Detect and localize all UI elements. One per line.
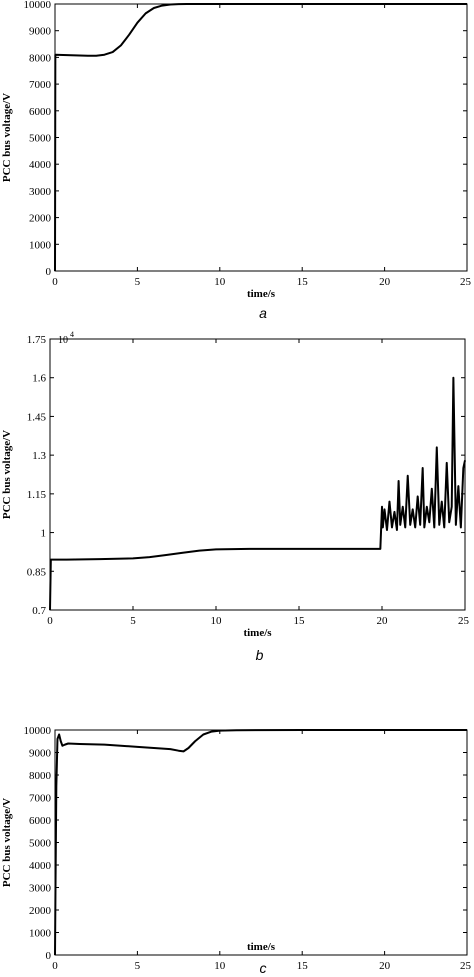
x-tick-label: 0 — [47, 615, 53, 627]
x-tick-label: 5 — [130, 615, 136, 627]
y-tick-label: 1.75 — [27, 334, 47, 346]
y-tick-label: 1 — [41, 528, 47, 540]
y-multiplier: 10 — [58, 335, 68, 346]
y-tick-label: 10000 — [24, 725, 52, 737]
x-tick-label: 25 — [460, 960, 472, 972]
series-line-0 — [54, 729, 467, 956]
figure-caption: b — [256, 647, 264, 663]
y-tick-label: 8000 — [29, 770, 52, 782]
x-tick-label: 15 — [297, 960, 309, 972]
y-tick-label: 0 — [46, 950, 52, 962]
y-tick-label: 8000 — [29, 52, 52, 64]
y-tick-label: 2000 — [29, 213, 52, 225]
y-tick-label: 2000 — [29, 905, 52, 917]
y-tick-label: 0 — [46, 266, 52, 278]
chart-a: 0 5 10 15 20 25 0 1000 2000 3000 4000 5000 6000 7000 8… — [1, 0, 472, 321]
y-tick-label: 4000 — [29, 860, 52, 872]
chart-c: 0 5 10 15 20 25 0 1000 2000 3000 4000 5000 6000 7000 8… — [1, 725, 472, 976]
y-tick-label: 3000 — [29, 186, 52, 198]
y-tick-label: 6000 — [29, 106, 52, 118]
x-tick-label: 10 — [211, 615, 223, 627]
y-tick-label: 7000 — [29, 79, 52, 91]
plot-frame — [54, 3, 468, 272]
x-tick-label: 0 — [52, 276, 58, 288]
plot-frame — [54, 729, 468, 956]
x-tick-label: 5 — [135, 960, 141, 972]
x-tick-label: 15 — [297, 276, 309, 288]
y-tick-label: 1.45 — [27, 411, 47, 423]
y-tick-label: 5000 — [29, 838, 52, 850]
x-tick-label: 25 — [460, 276, 472, 288]
y-tick-label: 0.85 — [27, 566, 47, 578]
x-tick-label: 5 — [135, 276, 141, 288]
y-tick-label: 10000 — [24, 0, 52, 11]
series-line-0 — [49, 376, 466, 611]
y-tick-label: 7000 — [29, 793, 52, 805]
y-tick-label: 1000 — [29, 239, 52, 251]
y-tick-label: 5000 — [29, 133, 52, 145]
y-tick-label: 1.3 — [32, 450, 46, 462]
y-tick-label: 0.7 — [32, 605, 46, 617]
y-tick-label: 4000 — [29, 159, 52, 171]
figure-caption: a — [259, 305, 267, 321]
y-tick-label: 1000 — [29, 928, 52, 940]
y-tick-label: 9000 — [29, 748, 52, 760]
y-tick-label: 9000 — [29, 26, 52, 38]
series-line-0 — [54, 3, 467, 272]
plot-frame — [49, 338, 466, 611]
x-tick-label: 10 — [214, 960, 226, 972]
y-tick-label: 1.15 — [27, 489, 47, 501]
y-tick-label: 6000 — [29, 815, 52, 827]
y-axis-label: PCC bus voltage/V — [1, 93, 13, 182]
x-tick-label: 20 — [379, 276, 391, 288]
y-multiplier-exponent: 4 — [70, 330, 74, 339]
chart-b: 0 5 10 15 20 25 0.7 0.85 1 1.15 1.3 1.45 1.6 1.75 time… — [1, 330, 470, 663]
y-axis-label: PCC bus voltage/V — [1, 798, 13, 887]
x-axis-label: time/s — [243, 627, 272, 639]
x-tick-label: 20 — [377, 615, 389, 627]
figure-caption: c — [260, 960, 267, 976]
y-axis-label: PCC bus voltage/V — [1, 430, 13, 519]
y-tick-label: 1.6 — [32, 373, 46, 385]
x-tick-label: 0 — [52, 960, 58, 972]
x-axis-label: time/s — [247, 941, 276, 953]
x-tick-label: 10 — [214, 276, 226, 288]
x-tick-label: 15 — [294, 615, 306, 627]
x-tick-label: 20 — [379, 960, 391, 972]
y-tick-label: 3000 — [29, 883, 52, 895]
x-axis-label: time/s — [247, 288, 276, 300]
x-tick-label: 25 — [458, 615, 470, 627]
